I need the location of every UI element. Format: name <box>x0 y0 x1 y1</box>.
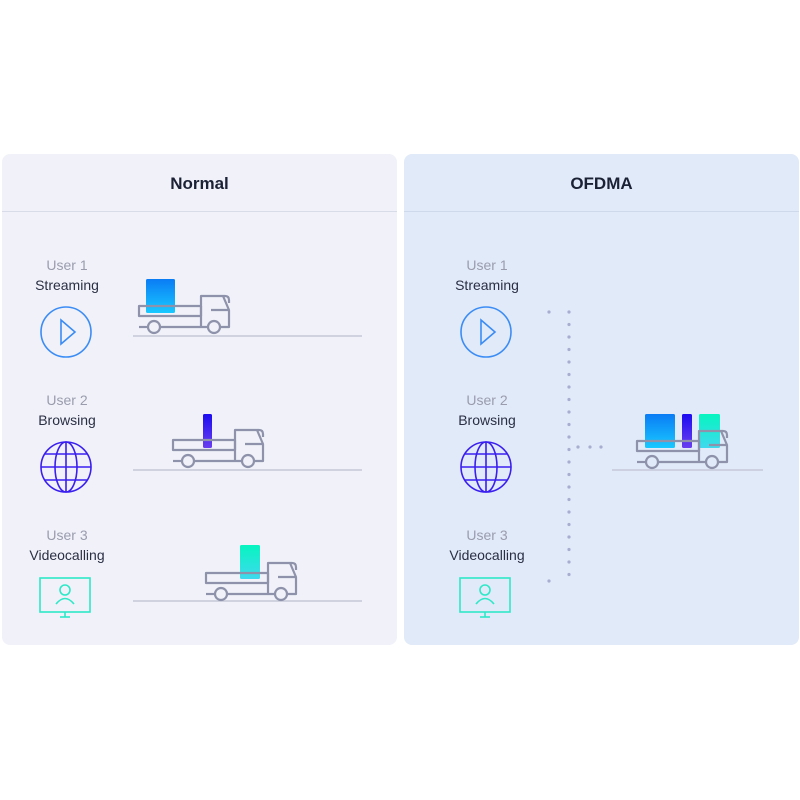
monitor-user-icon <box>39 577 91 618</box>
activity: Streaming <box>455 277 519 293</box>
activity: Videocalling <box>449 547 525 563</box>
dot <box>567 497 571 502</box>
dotted-connector <box>547 310 603 583</box>
dot <box>567 472 571 477</box>
user-name: User 2 <box>466 392 508 408</box>
dot <box>567 435 571 439</box>
activity: Streaming <box>35 277 99 293</box>
dot <box>567 447 571 452</box>
dot <box>567 572 571 577</box>
monitor-user-icon <box>459 577 511 618</box>
dot <box>567 322 571 327</box>
browsing-cargo <box>203 414 212 448</box>
streaming-cargo <box>146 279 175 313</box>
dot <box>567 410 571 414</box>
globe-icon <box>40 441 92 493</box>
dot <box>567 485 571 489</box>
user1-label: User 1 Streaming <box>2 255 132 295</box>
dot <box>567 535 571 539</box>
videocalling-cargo <box>240 545 260 579</box>
road-lines <box>133 335 763 602</box>
user3-label: User 3 Videocalling <box>422 525 552 565</box>
dot <box>567 460 571 464</box>
normal-panel: Normal <box>2 154 397 645</box>
dot <box>567 360 571 364</box>
user1-label: User 1 Streaming <box>422 255 552 295</box>
user3-label: User 3 Videocalling <box>2 525 132 565</box>
activity: Videocalling <box>29 547 105 563</box>
user-name: User 1 <box>466 257 508 273</box>
dot <box>567 347 571 352</box>
dot <box>567 560 571 564</box>
dot <box>567 310 571 314</box>
user-name: User 3 <box>46 527 88 543</box>
play-icon <box>40 306 92 358</box>
play-icon <box>460 306 512 358</box>
dot <box>567 397 571 402</box>
truck-icon <box>171 428 265 469</box>
globe-icon <box>460 441 512 493</box>
dot <box>567 335 571 339</box>
browsing-cargo <box>682 414 692 448</box>
user-name: User 2 <box>46 392 88 408</box>
streaming-cargo <box>645 414 675 448</box>
dot <box>567 422 571 427</box>
user2-label: User 2 Browsing <box>422 390 552 430</box>
activity: Browsing <box>458 412 516 428</box>
dot <box>567 522 571 527</box>
dot <box>547 310 551 314</box>
dot <box>567 547 571 552</box>
user2-label: User 2 Browsing <box>2 390 132 430</box>
dot <box>547 579 551 583</box>
activity: Browsing <box>38 412 96 428</box>
dot <box>567 510 571 514</box>
dot <box>567 372 571 377</box>
dot <box>588 445 592 449</box>
dot <box>599 445 603 449</box>
dot <box>576 445 580 449</box>
dot <box>567 385 571 389</box>
ofdma-panel: OFDMA <box>404 154 799 645</box>
panel-title: OFDMA <box>404 154 799 212</box>
panel-title: Normal <box>2 154 397 212</box>
user-name: User 1 <box>46 257 88 273</box>
user-name: User 3 <box>466 527 508 543</box>
